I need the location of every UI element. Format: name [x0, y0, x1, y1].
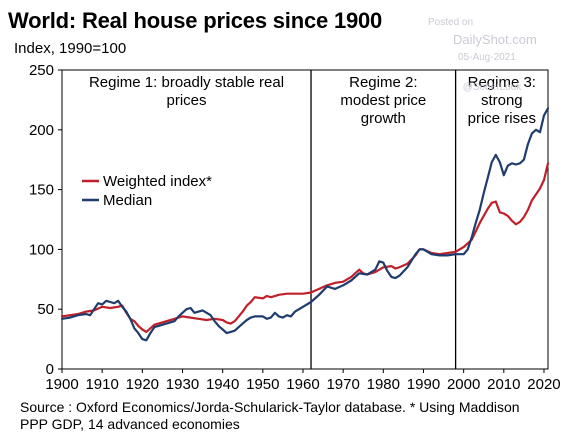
regime-2-label-line-2: modest price — [340, 92, 426, 109]
x-tick-label-1910: 1910 — [85, 376, 118, 393]
y-tick-label-250: 250 — [29, 62, 54, 79]
x-tick-label-1970: 1970 — [326, 376, 359, 393]
regime-3-label-line-2: strong — [481, 92, 523, 109]
x-tick-label-1950: 1950 — [246, 376, 279, 393]
x-tick-label-1940: 1940 — [206, 376, 239, 393]
regime-1-label-line-1: Regime 1: broadly stable real — [89, 74, 284, 91]
chart-subtitle: Index, 1990=100 — [14, 40, 127, 57]
regime-3-label-line-3: price rises — [468, 110, 536, 127]
plot-frame — [61, 69, 549, 370]
watermark-posted: Posted on — [428, 17, 474, 28]
y-tick-label-50: 50 — [37, 301, 54, 318]
series-line-weighted-index — [60, 162, 550, 333]
source-note: Source : Oxford Economics/Jorda-Schulari… — [20, 399, 520, 432]
legend-label-1: Weighted index* — [103, 173, 212, 190]
x-tick-label-1920: 1920 — [126, 376, 159, 393]
legend-label-2: Median — [103, 192, 152, 209]
x-tick-label-1960: 1960 — [286, 376, 319, 393]
x-tick-label-1900: 1900 — [45, 376, 78, 393]
x-tick-label-1990: 1990 — [407, 376, 440, 393]
watermark-site: DailyShot.com — [453, 32, 537, 47]
series-line-median — [60, 107, 550, 342]
x-tick-label-2010: 2010 — [487, 376, 520, 393]
watermark-handle: @SoberLook — [463, 82, 523, 93]
regime-1-label-line-2: prices — [167, 92, 207, 109]
chart-title: World: Real house prices since 1900 — [8, 8, 383, 33]
x-tick-label-1930: 1930 — [166, 376, 199, 393]
watermark-date: 05-Aug-2021 — [458, 52, 516, 63]
y-tick-label-0: 0 — [46, 361, 54, 378]
regime-2-label-line-3: growth — [361, 110, 406, 127]
y-tick-label-200: 200 — [29, 122, 54, 139]
regime-3-label-line-1: Regime 3: — [468, 74, 536, 91]
y-tick-label-100: 100 — [29, 241, 54, 258]
regime-2-label-line-1: Regime 2: — [349, 74, 417, 91]
x-tick-label-2000: 2000 — [447, 376, 480, 393]
y-tick-label-150: 150 — [29, 182, 54, 199]
x-tick-label-1980: 1980 — [367, 376, 400, 393]
x-tick-label-2020: 2020 — [527, 376, 560, 393]
